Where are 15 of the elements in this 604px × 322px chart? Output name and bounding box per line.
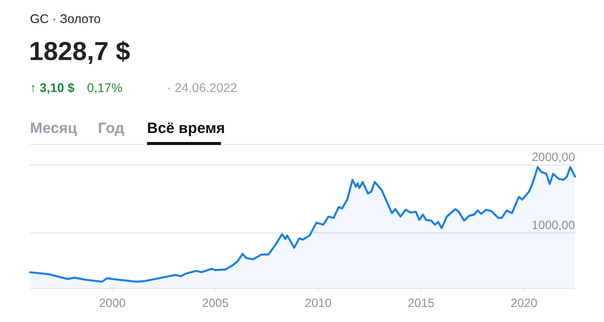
text: Всё время — [147, 120, 226, 137]
chart-subtitle: 1828,7 $ — [29, 36, 131, 66]
text: · 24.06.2022 — [167, 81, 238, 95]
text: ↑ 3,10 $ — [30, 81, 75, 95]
x-tick-label: 2000 — [98, 296, 126, 310]
x-tick-label: 2010 — [304, 296, 332, 310]
x-tick-label: 2005 — [202, 296, 229, 310]
y-tick-label: 2000,00 — [532, 150, 576, 164]
x-tick-label: 2020 — [510, 296, 538, 310]
x-tick-label: 2015 — [408, 296, 435, 310]
text: 0,17% — [87, 81, 122, 95]
y-tick-label: 1000,00 — [532, 218, 576, 232]
text: Месяц — [30, 120, 78, 137]
text: Год — [98, 120, 125, 137]
chart-title: GC · Золото — [30, 12, 101, 26]
